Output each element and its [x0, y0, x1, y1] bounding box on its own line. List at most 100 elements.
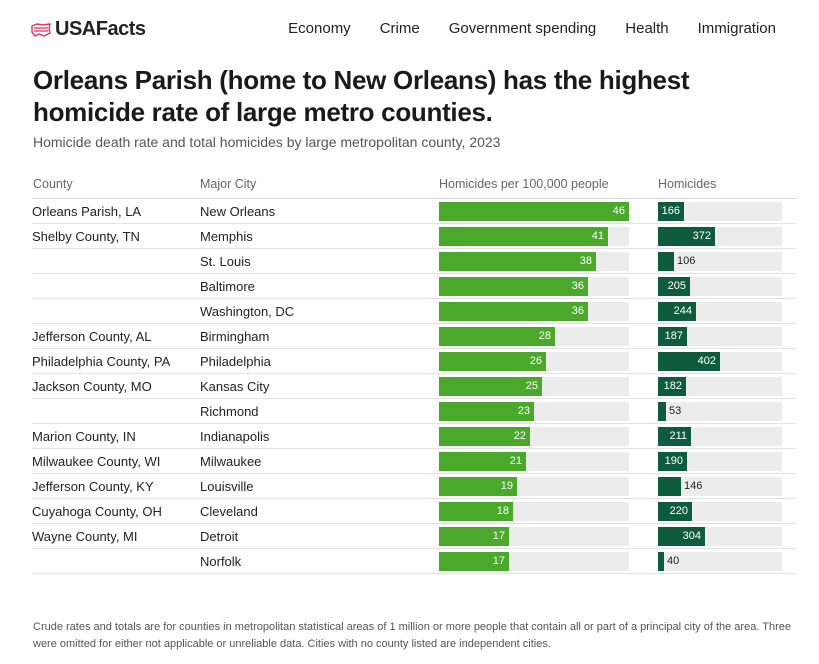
rate-bar-track: 21: [439, 452, 629, 471]
header-divider: [32, 198, 796, 199]
table-row: Orleans Parish, LA New Orleans 46 166: [32, 199, 796, 224]
homicides-bar: [658, 452, 687, 471]
rate-value-label: 36: [571, 305, 584, 317]
table-row: Shelby County, TN Memphis 41 372: [32, 224, 796, 249]
rate-bar-track: 17: [439, 552, 629, 571]
rate-bar: [439, 552, 509, 571]
county-cell: Shelby County, TN: [32, 229, 140, 244]
nav-health[interactable]: Health: [625, 20, 669, 37]
rate-bar: [439, 452, 526, 471]
column-header-homicides: Homicides: [658, 177, 717, 191]
table-row: Richmond 23 53: [32, 399, 796, 424]
rate-value-label: 21: [509, 455, 522, 467]
rate-bar-track: 38: [439, 252, 629, 271]
rate-bar-track: 23: [439, 402, 629, 421]
homicides-bar: [658, 477, 681, 496]
homicides-bar-track: 220: [658, 502, 782, 521]
county-cell: Jefferson County, AL: [32, 329, 152, 344]
homicides-value-label: 205: [667, 280, 686, 292]
homicides-value-label: 220: [669, 505, 688, 517]
table-row: Marion County, IN Indianapolis 22 211: [32, 424, 796, 449]
homicides-bar-track: 205: [658, 277, 782, 296]
homicides-value-label: 244: [673, 305, 692, 317]
homicides-bar-track: 187: [658, 327, 782, 346]
rate-bar-track: 46: [439, 202, 629, 221]
homicides-bar-track: 166: [658, 202, 782, 221]
homicides-value-label: 187: [664, 330, 683, 342]
county-cell: Marion County, IN: [32, 429, 136, 444]
usa-flag-icon: [31, 22, 51, 37]
homicides-value-label: 190: [664, 455, 683, 467]
rate-bar: [439, 427, 530, 446]
brand-name: USAFacts: [55, 18, 146, 40]
rate-bar: [439, 277, 588, 296]
homicides-bar: [658, 527, 705, 546]
homicides-bar-track: 40: [658, 552, 782, 571]
table-row: Milwaukee County, WI Milwaukee 21 190: [32, 449, 796, 474]
homicides-value-label: 182: [663, 380, 682, 392]
city-cell: Detroit: [200, 529, 239, 544]
nav-immigration[interactable]: Immigration: [697, 20, 776, 37]
rate-bar: [439, 352, 546, 371]
rate-bar: [439, 477, 517, 496]
nav-government-spending[interactable]: Government spending: [448, 20, 597, 37]
city-cell: Norfolk: [200, 554, 242, 569]
rate-value-label: 26: [529, 355, 542, 367]
homicides-bar: [658, 302, 696, 321]
county-cell: Philadelphia County, PA: [32, 354, 171, 369]
county-cell: Orleans Parish, LA: [32, 204, 142, 219]
homicides-bar-track: 304: [658, 527, 782, 546]
rate-bar-track: 41: [439, 227, 629, 246]
rate-value-label: 19: [500, 480, 513, 492]
homicides-bar: [658, 377, 686, 396]
county-cell: Wayne County, MI: [32, 529, 138, 544]
rate-value-label: 18: [496, 505, 509, 517]
homicides-value-label: 402: [697, 355, 716, 367]
rate-value-label: 36: [571, 280, 584, 292]
rate-bar-track: 36: [439, 302, 629, 321]
column-header-city: Major City: [200, 177, 257, 191]
table-row: Norfolk 17 40: [32, 549, 796, 574]
homicides-bar: [658, 277, 690, 296]
chart-subtitle: Homicide death rate and total homicides …: [33, 134, 501, 150]
table-row: Cuyahoga County, OH Cleveland 18 220: [32, 499, 796, 524]
homicides-bar-track: 372: [658, 227, 782, 246]
rate-value-label: 23: [517, 405, 530, 417]
homicides-value-label: 211: [669, 430, 687, 442]
homicides-bar: [658, 327, 687, 346]
homicides-bar: [658, 227, 715, 246]
homicides-bar: [658, 502, 692, 521]
homicides-bar-track: 106: [658, 252, 782, 271]
main-nav: Economy Crime Government spending Health…: [259, 20, 776, 37]
homicides-bar-track: 211: [658, 427, 782, 446]
column-header-rate: Homicides per 100,000 people: [439, 177, 609, 191]
rate-bar: [439, 527, 509, 546]
homicides-bar: [658, 552, 664, 571]
rate-bar: [439, 402, 534, 421]
city-cell: Philadelphia: [200, 354, 271, 369]
rate-bar-track: 36: [439, 277, 629, 296]
rate-bar-track: 18: [439, 502, 629, 521]
homicides-bar-track: 402: [658, 352, 782, 371]
brand-logo[interactable]: USAFacts: [31, 18, 146, 41]
homicides-bar: [658, 252, 674, 271]
rate-bar-track: 26: [439, 352, 629, 371]
city-cell: Richmond: [200, 404, 259, 419]
homicides-value-label: 166: [661, 205, 680, 217]
homicides-bar-track: 190: [658, 452, 782, 471]
county-cell: Jackson County, MO: [32, 379, 152, 394]
rate-bar: [439, 502, 513, 521]
homicides-bar-track: 53: [658, 402, 782, 421]
nav-crime[interactable]: Crime: [379, 20, 420, 37]
column-header-county: County: [33, 177, 73, 191]
rate-bar-track: 28: [439, 327, 629, 346]
rate-value-label: 28: [538, 330, 551, 342]
homicides-value-label: 146: [684, 480, 703, 492]
city-cell: Louisville: [200, 479, 254, 494]
nav-economy[interactable]: Economy: [288, 20, 351, 37]
rate-value-label: 46: [612, 205, 625, 217]
homicides-bar-track: 146: [658, 477, 782, 496]
homicides-bar-track: 244: [658, 302, 782, 321]
rate-value-label: 17: [492, 555, 505, 567]
city-cell: Cleveland: [200, 504, 258, 519]
